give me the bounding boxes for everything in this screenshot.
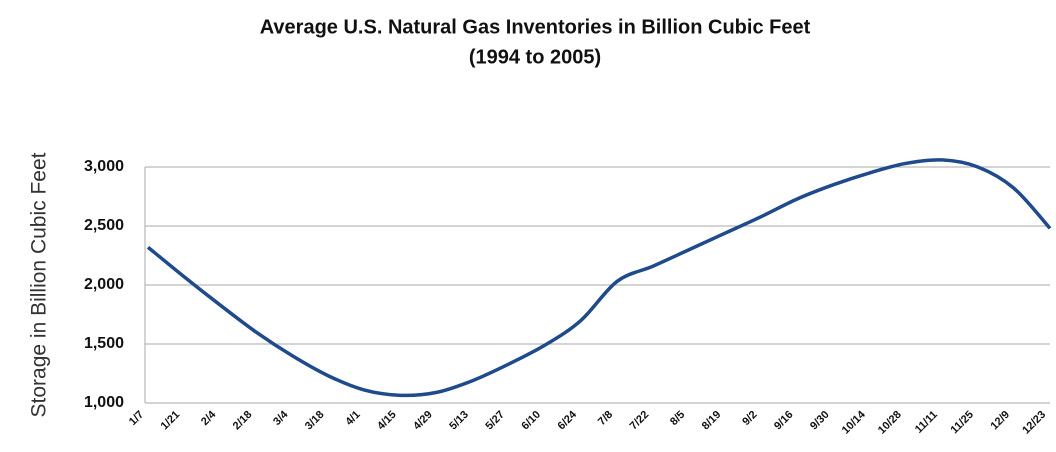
data-line (146, 158, 1052, 398)
x-tick-label: 5/13 (447, 409, 471, 433)
x-tick-label: 4/1 (343, 409, 362, 428)
x-tick-label: 2/4 (199, 408, 219, 428)
y-tick-label: 2,500 (84, 217, 124, 234)
x-tick-label: 10/14 (840, 408, 869, 437)
y-tick-label: 2,000 (84, 276, 124, 293)
x-tick-label: 6/10 (519, 409, 543, 433)
x-tick-label: 11/25 (948, 409, 976, 437)
x-tick-label: 11/11 (913, 409, 940, 436)
x-tick-label: 7/8 (596, 409, 615, 428)
x-tick-label: 10/28 (876, 409, 904, 437)
x-tick-label: 3/4 (271, 408, 291, 428)
y-tick-label: 1,000 (84, 394, 124, 411)
x-tick-label: 8/5 (668, 409, 687, 428)
y-tick-label: 1,500 (84, 335, 124, 352)
x-tick-label: 4/29 (411, 409, 435, 433)
y-axis-label: Storage in Billion Cubic Feet (28, 152, 51, 417)
chart-title: Average U.S. Natural Gas Inventories in … (260, 16, 811, 38)
x-tick-label: 9/30 (808, 409, 832, 433)
x-tick-label: 1/21 (159, 409, 183, 433)
chart-subtitle: (1994 to 2005) (469, 46, 601, 68)
x-tick-label: 1/7 (127, 409, 146, 428)
x-tick-label: 2/18 (231, 409, 255, 433)
x-tick-label: 7/22 (628, 409, 652, 433)
x-tick-label: 4/15 (375, 409, 399, 433)
x-tick-label: 3/18 (303, 409, 327, 433)
x-tick-label: 6/24 (556, 408, 580, 432)
x-tick-label: 8/19 (700, 409, 724, 433)
x-tick-label: 5/27 (483, 409, 507, 433)
x-tick-label: 9/2 (740, 409, 759, 428)
x-tick-label: 12/23 (1020, 409, 1048, 437)
y-tick-label: 3,000 (84, 158, 124, 175)
x-tick-label: 9/16 (772, 409, 796, 433)
x-tick-label: 12/9 (988, 409, 1012, 433)
